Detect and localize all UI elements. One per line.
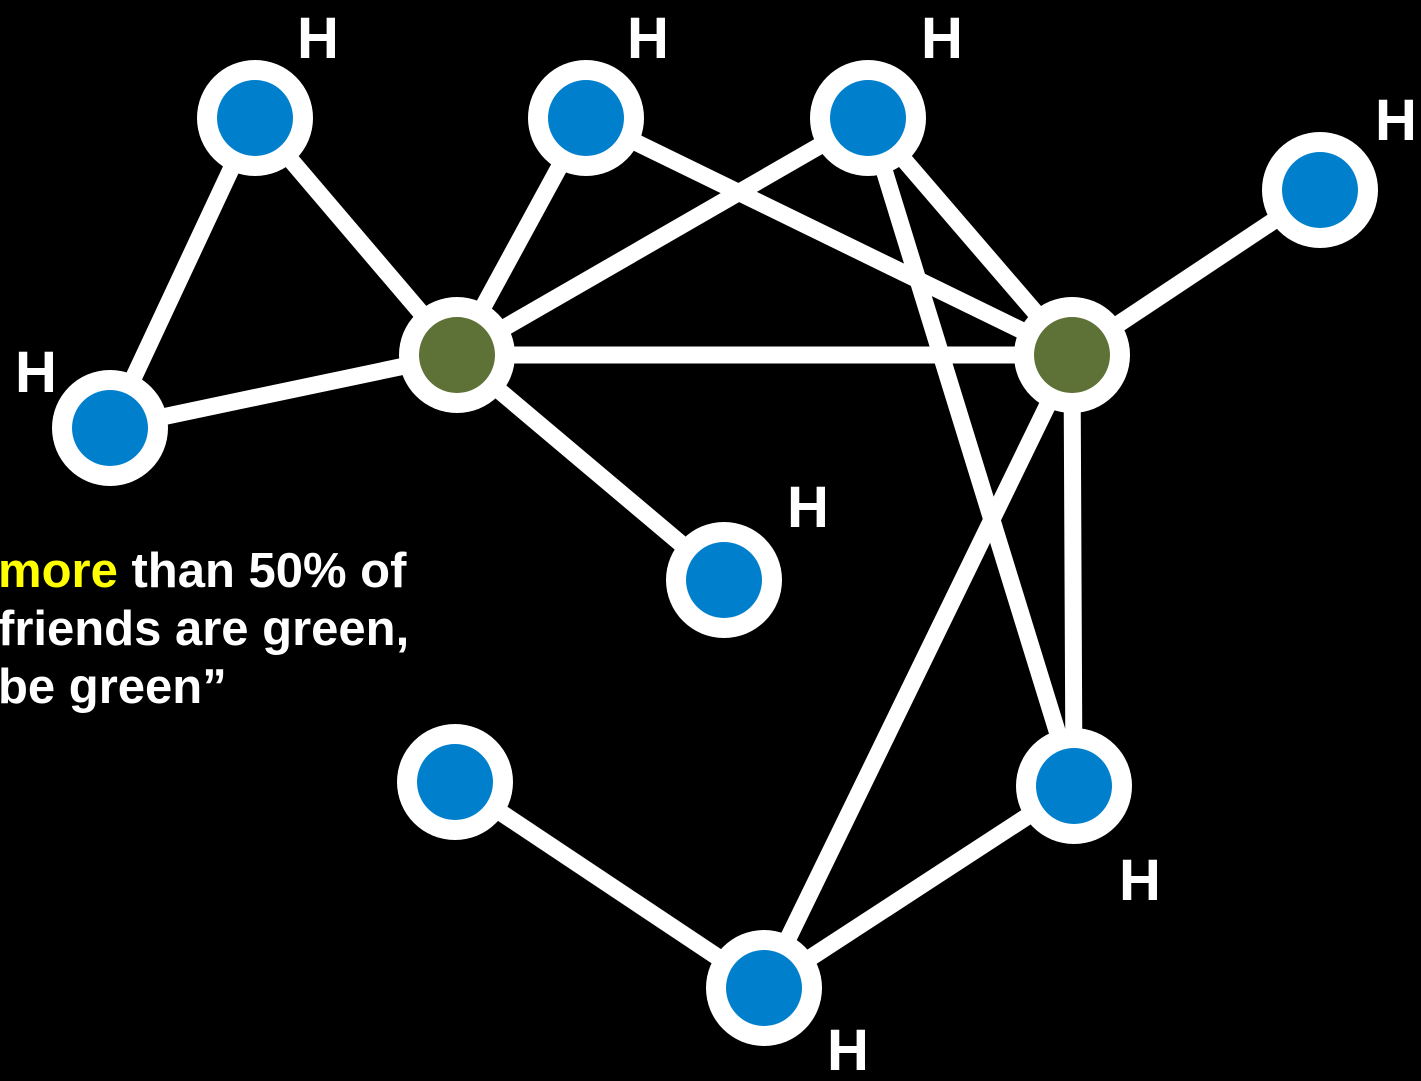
edge-n6-n5 bbox=[101, 346, 466, 437]
node-label-n10: H bbox=[1119, 848, 1161, 913]
node-n1-blue bbox=[217, 80, 293, 156]
edge-n7-n10 bbox=[1063, 346, 1083, 795]
edge-n11-n10 bbox=[755, 777, 1083, 997]
rule-line-1: more than 50% of bbox=[0, 542, 409, 600]
node-label-n3: H bbox=[921, 6, 963, 71]
edge-n6-n8 bbox=[448, 346, 733, 589]
rule-caption: more than 50% of friends are green, be g… bbox=[0, 542, 409, 716]
node-n2-blue bbox=[548, 80, 624, 156]
node-label-n1: H bbox=[297, 6, 339, 71]
rule-line-3: be green” bbox=[0, 660, 227, 714]
nodes-layer bbox=[52, 60, 1378, 1046]
node-n3-blue bbox=[830, 80, 906, 156]
edge-n6-n3 bbox=[448, 109, 877, 364]
node-n4-blue bbox=[1282, 152, 1358, 228]
node-n11-blue bbox=[726, 950, 802, 1026]
node-n8-blue bbox=[686, 542, 762, 618]
node-label-n8: H bbox=[787, 475, 829, 540]
node-label-n4: H bbox=[1375, 88, 1417, 153]
node-label-n11: H bbox=[827, 1018, 869, 1076]
node-n6-green bbox=[419, 317, 495, 393]
edge-n2-n7 bbox=[577, 109, 1081, 364]
rule-line-1-rest: than 50% of bbox=[117, 544, 407, 598]
edge-n7-n11 bbox=[755, 346, 1081, 997]
node-n7-green bbox=[1034, 317, 1110, 393]
rule-highlight-word: more bbox=[0, 544, 118, 598]
node-n5-blue bbox=[72, 390, 148, 466]
rule-line-2: friends are green, bbox=[0, 602, 410, 656]
edge-n9-n11 bbox=[446, 773, 773, 997]
node-label-n5: H bbox=[15, 340, 57, 405]
node-n9-blue bbox=[417, 744, 493, 820]
node-label-n2: H bbox=[627, 6, 669, 71]
edge-n3-n10 bbox=[859, 109, 1083, 795]
node-n10-blue bbox=[1036, 748, 1112, 824]
labels-layer: H H H H H H H H bbox=[15, 6, 1417, 1081]
